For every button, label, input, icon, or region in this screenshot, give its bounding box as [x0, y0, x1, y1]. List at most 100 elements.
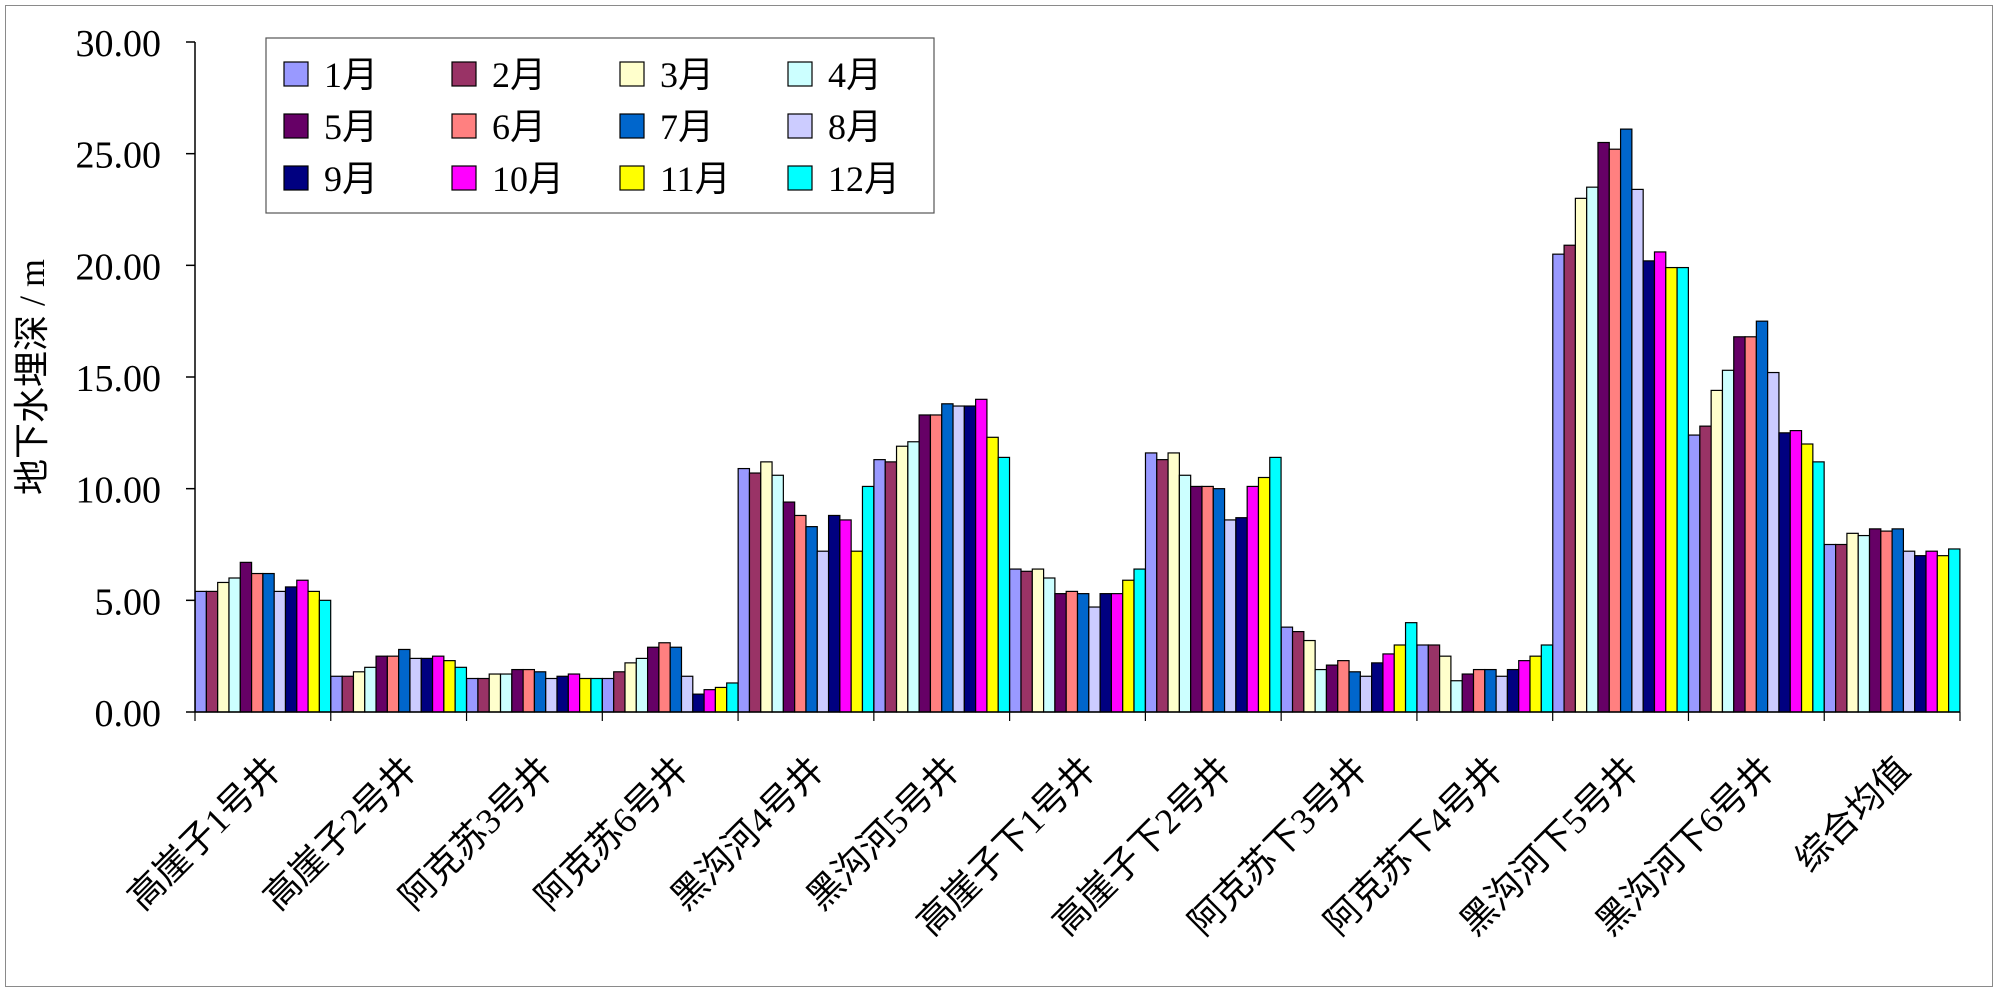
bar-9-4	[1461, 673, 1475, 713]
bar-10-0	[1552, 253, 1565, 713]
bar-0-4	[239, 561, 253, 713]
bar-10-4	[1597, 141, 1610, 713]
bar-5-3	[907, 441, 920, 713]
bar-3-7	[680, 675, 694, 713]
bar-4-2	[760, 461, 773, 713]
y-tick-label: 0.00	[95, 693, 162, 735]
bar-6-11	[1133, 568, 1146, 713]
bar-6-4	[1054, 593, 1067, 713]
bar-11-2	[1710, 389, 1724, 713]
bar-2-8	[556, 675, 569, 713]
bar-4-5	[794, 514, 807, 713]
legend-label: 5月	[324, 107, 378, 147]
bar-8-9	[1382, 653, 1395, 713]
bar-8-10	[1393, 644, 1407, 713]
bar-3-11	[726, 682, 739, 713]
bar-9-11	[1540, 644, 1554, 713]
legend: 1月 2月 3月 4月 5月 6月 7月 8月 9月 10月 11月 12月	[265, 37, 935, 214]
bar-11-10	[1800, 443, 1814, 713]
bar-1-9	[431, 655, 445, 713]
bar-12-11	[1948, 548, 1961, 713]
bar-9-0	[1416, 644, 1429, 713]
y-tick-label: 30.00	[76, 23, 162, 65]
bar-2-0	[466, 677, 479, 713]
y-tick-label: 25.00	[76, 135, 162, 177]
bar-3-10	[714, 686, 728, 713]
bar-1-2	[352, 671, 366, 713]
bar-8-2	[1303, 639, 1316, 713]
bar-8-8	[1371, 662, 1384, 713]
bar-4-10	[850, 550, 864, 713]
bar-12-10	[1936, 555, 1950, 713]
bar-12-5	[1880, 530, 1893, 713]
bar-9-8	[1506, 668, 1520, 713]
bar-11-1	[1699, 425, 1712, 713]
bar-6-3	[1042, 577, 1056, 713]
bar-0-7	[273, 590, 287, 713]
bar-4-7	[816, 550, 830, 713]
bar-6-8	[1099, 593, 1112, 713]
bar-3-0	[601, 677, 615, 713]
bar-3-3	[635, 657, 649, 713]
bar-6-1	[1020, 570, 1033, 713]
bar-4-9	[839, 519, 852, 713]
bar-9-5	[1472, 668, 1486, 713]
bar-10-5	[1608, 148, 1622, 713]
bar-1-4	[375, 655, 388, 713]
bar-5-5	[929, 414, 943, 713]
bar-3-6	[669, 646, 683, 713]
bar-2-9	[567, 673, 581, 713]
bar-10-8	[1642, 260, 1656, 713]
bar-12-9	[1925, 550, 1938, 713]
legend-swatch	[787, 113, 813, 139]
legend-label: 3月	[660, 55, 714, 95]
bar-8-11	[1404, 622, 1418, 713]
bar-5-0	[873, 459, 886, 713]
bar-1-5	[386, 655, 400, 713]
bar-5-10	[986, 436, 999, 713]
legend-swatch	[283, 165, 309, 191]
bar-3-1	[613, 671, 626, 713]
bar-11-11	[1812, 461, 1825, 713]
bar-10-10	[1665, 266, 1678, 713]
legend-label: 2月	[492, 55, 546, 95]
bar-6-6	[1076, 593, 1090, 713]
bar-3-9	[703, 689, 716, 713]
bar-9-9	[1518, 660, 1531, 713]
bar-5-7	[952, 405, 965, 713]
x-category-label: 综合均值	[1788, 749, 1918, 879]
legend-label: 12月	[828, 159, 900, 199]
bar-11-0	[1687, 434, 1701, 713]
bar-4-8	[827, 514, 841, 713]
bar-9-2	[1439, 655, 1452, 713]
bar-7-7	[1223, 519, 1237, 713]
legend-label: 11月	[660, 159, 731, 199]
bar-4-3	[771, 474, 784, 713]
bar-4-0	[737, 467, 751, 713]
legend-swatch	[283, 61, 309, 87]
bar-12-3	[1857, 534, 1871, 713]
bar-7-6	[1212, 488, 1226, 713]
bar-6-9	[1110, 593, 1124, 713]
bar-6-0	[1009, 568, 1022, 713]
legend-label: 7月	[660, 107, 714, 147]
bar-7-5	[1201, 485, 1214, 713]
bar-5-2	[895, 445, 909, 713]
bar-11-4	[1733, 336, 1746, 713]
bar-11-5	[1744, 336, 1757, 713]
legend-swatch	[787, 61, 813, 87]
bar-0-5	[250, 572, 264, 713]
bar-3-2	[624, 662, 637, 713]
bar-9-1	[1427, 644, 1441, 713]
legend-label: 8月	[828, 107, 882, 147]
bar-5-8	[963, 405, 977, 713]
bar-10-3	[1586, 186, 1599, 713]
bar-2-10	[579, 677, 592, 713]
bar-8-6	[1348, 671, 1361, 713]
bar-4-11	[861, 485, 875, 713]
bar-11-7	[1767, 371, 1780, 713]
bar-7-4	[1190, 485, 1203, 713]
bar-0-0	[194, 590, 207, 713]
legend-swatch	[451, 165, 477, 191]
